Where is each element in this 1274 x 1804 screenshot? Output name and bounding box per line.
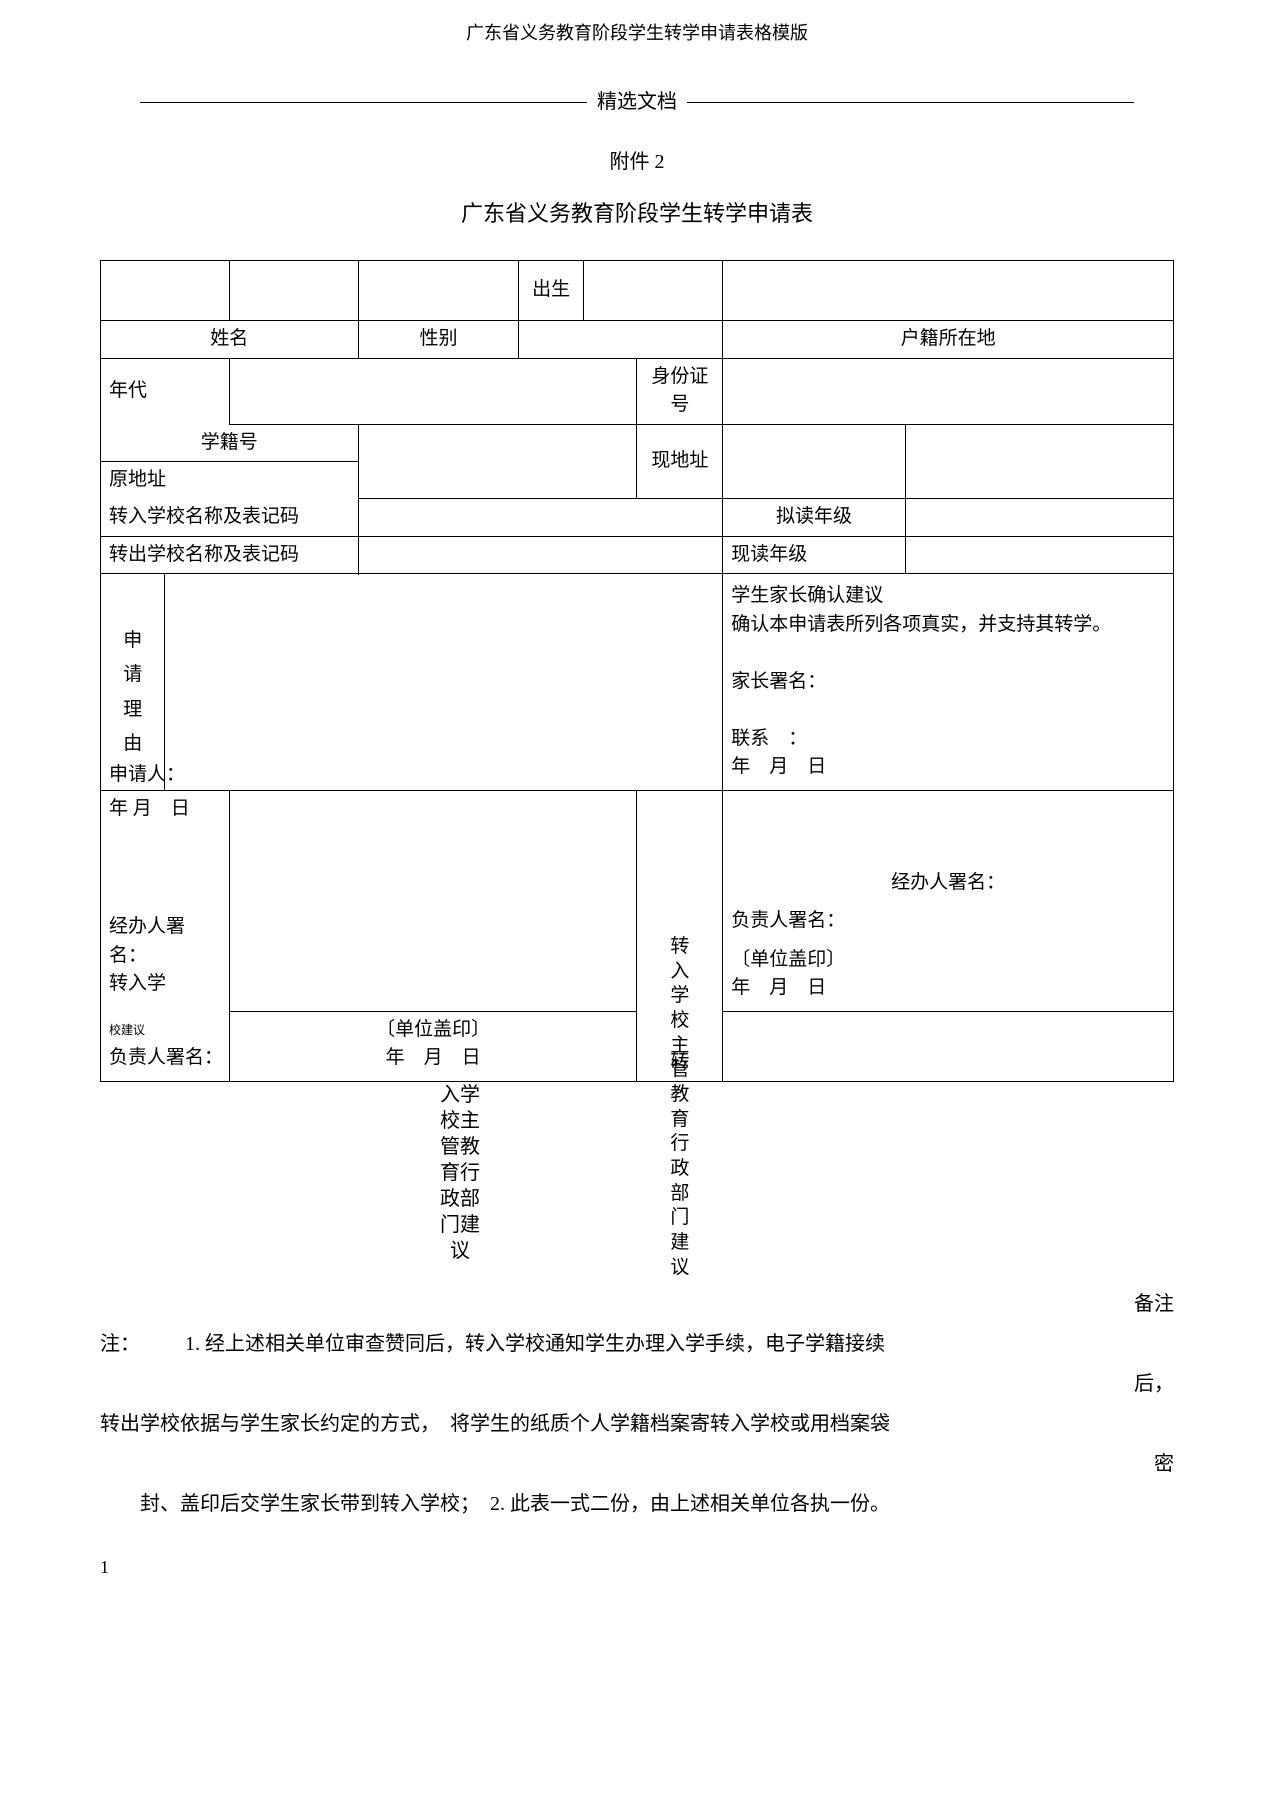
seal-date-1: 年 月 日 (238, 1044, 629, 1073)
in-school-advice-1: 转入学 (109, 973, 166, 994)
notes-line2-suffix: 密 (100, 1444, 1174, 1484)
label-birth: 出生 (519, 261, 583, 321)
transfer-label: 转入学校主管教育行政部门建议 (670, 935, 689, 1281)
seal-1: 〔单位盖印〕 (238, 1016, 629, 1045)
page-number: 1 (100, 1554, 1174, 1581)
overflow-transfer-label: 入学校主管教育行政部门建议 (440, 1082, 480, 1264)
label-curr-grade: 现读年级 (723, 536, 905, 574)
label-in-school: 转入学校名称及表记码 (101, 499, 359, 537)
leader-sign: 负责人署名： (109, 1047, 223, 1068)
label-era: 年代 (101, 358, 230, 424)
label-student-no: 学籍号 (101, 424, 359, 462)
parent-sign: 家长署名： (731, 668, 1165, 697)
label-curr-addr: 现地址 (637, 424, 723, 499)
label-applicant: 申请人： (109, 761, 156, 790)
label-gender: 性别 (358, 321, 519, 359)
attachment-number: 附件 2 (100, 147, 1174, 177)
label-orig-addr: 原地址 (101, 462, 359, 499)
notes-line1-suffix: 后， (100, 1364, 1174, 1404)
handler-sign: 经办人署名： (109, 913, 221, 970)
leader-sign-2: 负责人署名： (731, 907, 1165, 936)
applicant-date: 年 月 日 (109, 795, 221, 824)
parent-confirm-body: 确认本申请表所列各项真实，并支持其转学。 (731, 611, 1165, 640)
notes-section: 备注 注： 1. 经上述相关单位审查赞同后，转入学校通知学生办理入学手续，电子学… (100, 1284, 1174, 1524)
page-header: 广东省义务教育阶段学生转学申请表格模版 (100, 20, 1174, 47)
label-idno: 身份证号 (637, 358, 723, 424)
doc-label: 精选文档 (587, 91, 687, 113)
notes-prefix: 注： (100, 1324, 180, 1364)
form-table: 出生 姓名 性别 户籍所在地 年代 身份证号 学籍号 现地址 原地址 转入学校名… (100, 260, 1174, 1082)
parent-date: 年 月 日 (731, 753, 1165, 782)
label-household: 户籍所在地 (723, 321, 1174, 359)
form-title: 广东省义务教育阶段学生转学申请表 (100, 197, 1174, 230)
label-out-school: 转出学校名称及表记码 (101, 536, 359, 574)
notes-line3: 封、盖印后交学生家长带到转入学校； 2. 此表一式二份，由上述相关单位各执一份。 (100, 1484, 1174, 1524)
in-school-advice-2: 校建议 (109, 1023, 145, 1037)
label-plan-grade: 拟读年级 (723, 499, 905, 537)
handler-sign-2: 经办人署名： (731, 869, 1165, 898)
doc-label-line: 精选文档 (100, 87, 1174, 117)
seal-2: 〔单位盖印〕 (731, 946, 1165, 975)
label-name: 姓名 (101, 321, 359, 359)
notes-label: 备注 (100, 1284, 1174, 1324)
label-reason: 申请理由 (123, 624, 142, 761)
notes-line1: 1. 经上述相关单位审查赞同后，转入学校通知学生办理入学手续，电子学籍接续 (185, 1333, 885, 1355)
parent-confirm-title: 学生家长确认建议 (731, 582, 1165, 611)
parent-contact: 联系 ： (731, 725, 1165, 754)
seal-date-2: 年 月 日 (731, 974, 1165, 1003)
notes-line2: 转出学校依据与学生家长约定的方式， 将学生的纸质个人学籍档案寄转入学校或用档案袋 (100, 1404, 1174, 1444)
